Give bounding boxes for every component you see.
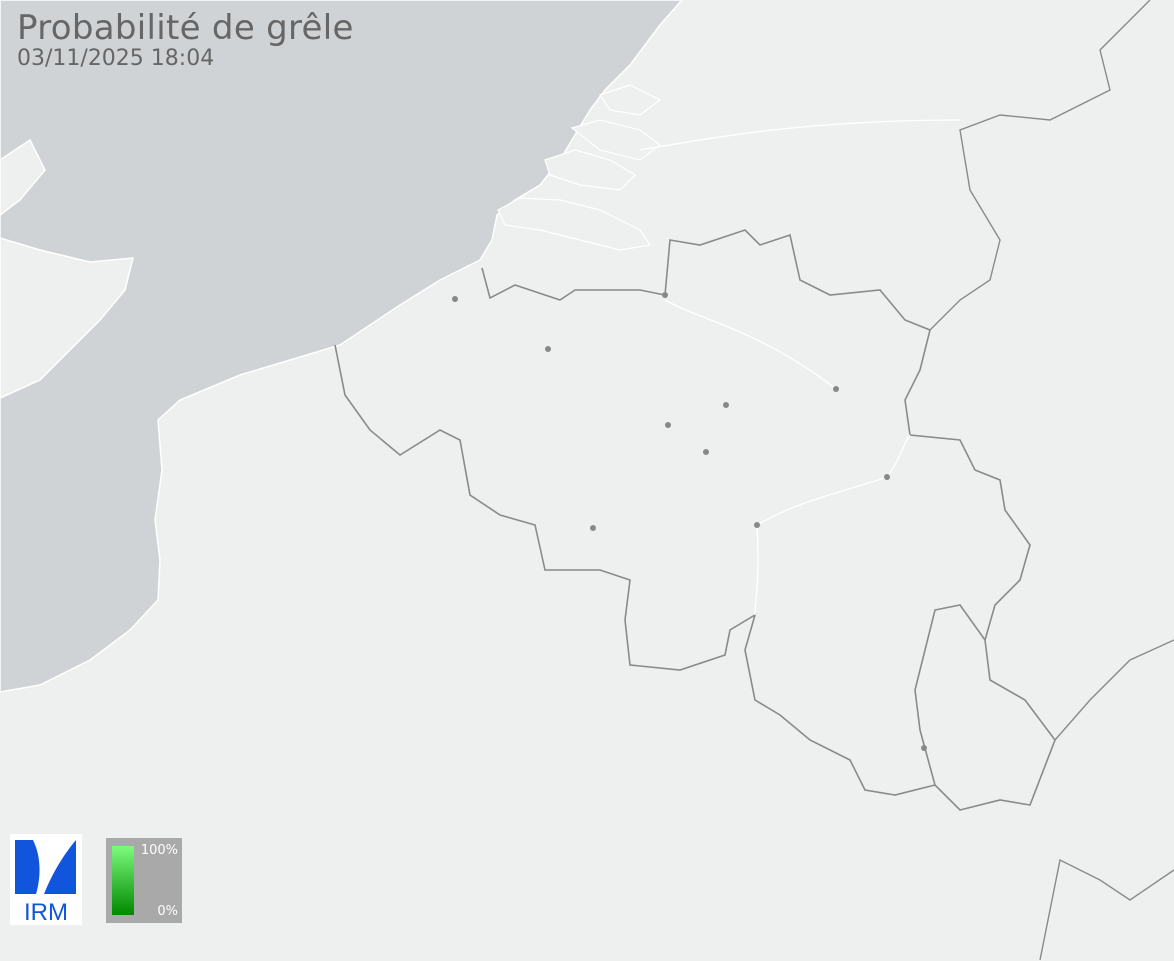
germany-border: [1039, 858, 1174, 961]
city-marker: [665, 422, 671, 428]
city-marker: [884, 474, 890, 480]
city-marker: [590, 525, 596, 531]
belgium-border: [334, 229, 1056, 811]
germany-border-east: [1054, 639, 1174, 741]
city-marker: [452, 296, 458, 302]
city-marker: [662, 292, 668, 298]
city-markers: [452, 292, 927, 751]
legend-max-label: 100%: [140, 843, 178, 858]
city-marker: [921, 745, 927, 751]
map-datetime: 03/11/2025 18:04: [17, 46, 215, 71]
irm-logo-icon: IRM: [15, 840, 76, 926]
luxembourg-border: [914, 604, 986, 786]
england-land: [0, 237, 134, 399]
irm-logo: IRM: [10, 834, 82, 926]
legend-color-bar: [112, 846, 134, 915]
germany-border-north: [929, 0, 1151, 331]
legend-min-label: 0%: [157, 904, 178, 919]
probability-legend: 100% 0%: [106, 838, 182, 923]
city-marker: [723, 402, 729, 408]
map-title: Probabilité de grêle: [17, 8, 354, 48]
sea: [0, 0, 683, 693]
england-land-north: [0, 138, 46, 216]
city-marker: [703, 449, 709, 455]
city-marker: [833, 386, 839, 392]
zeeland-islands: [497, 84, 662, 251]
rivers: [639, 119, 961, 616]
logo-text: IRM: [24, 899, 68, 925]
city-marker: [754, 522, 760, 528]
city-marker: [545, 346, 551, 352]
